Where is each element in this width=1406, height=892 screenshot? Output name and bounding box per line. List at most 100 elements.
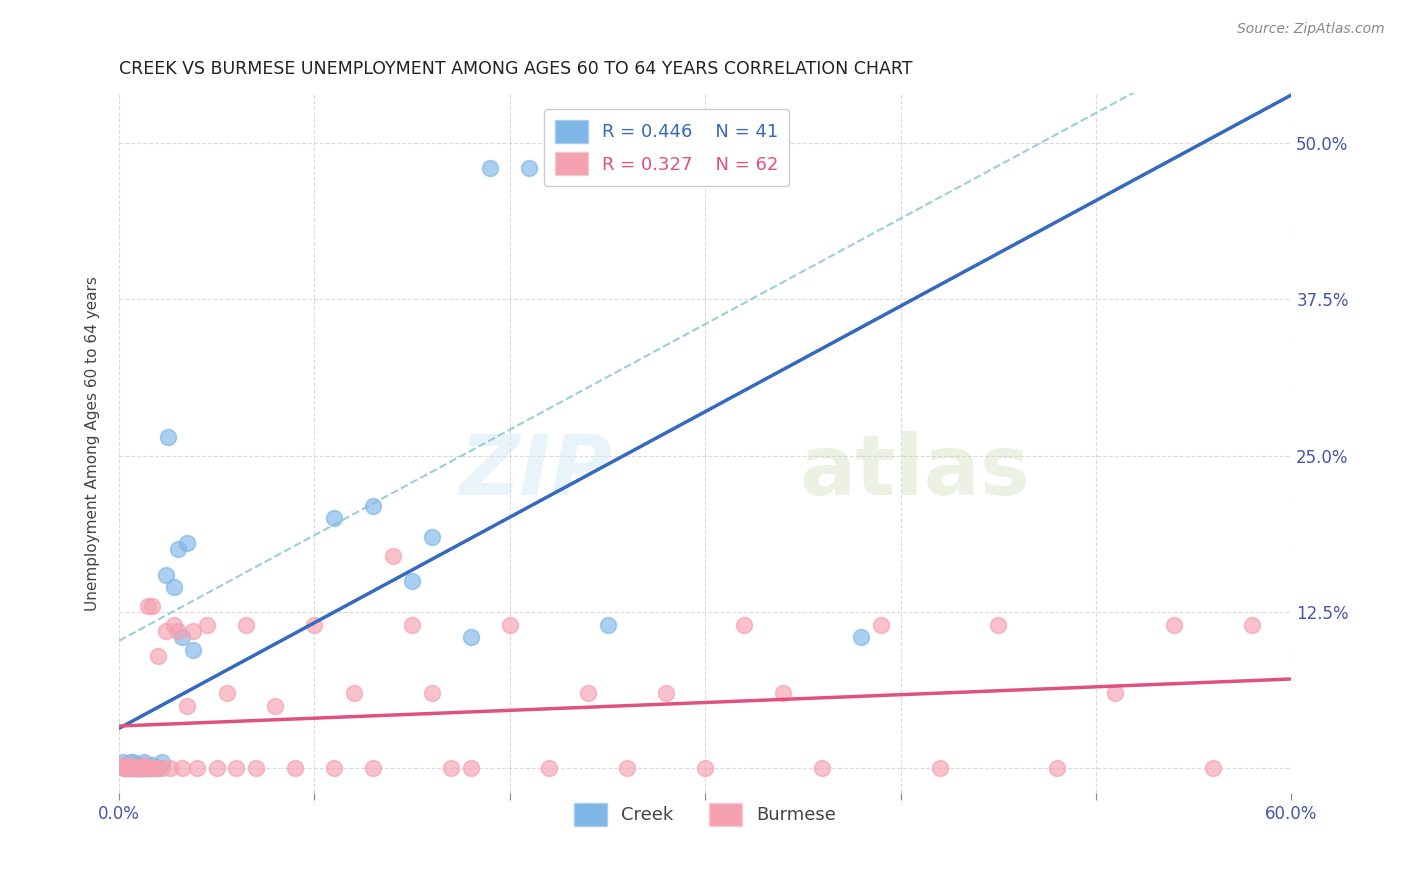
Point [987,617,1010,632]
Point [225,761,247,775]
Point [323,761,346,775]
Point [811,761,834,775]
Point [596,617,619,632]
Point [733,617,755,632]
Point [381,549,404,563]
Point [118,761,141,775]
Point [118,761,141,775]
Point [128,761,150,775]
Point [155,624,177,638]
Point [129,761,152,775]
Point [616,761,638,775]
Point [166,542,188,557]
Point [928,761,950,775]
Point [176,536,198,550]
Point [141,757,163,772]
Point [170,761,193,775]
Point [1163,617,1185,632]
Point [114,757,136,772]
Point [176,698,198,713]
Point [163,617,186,632]
Point [576,686,599,700]
Legend: Creek, Burmese: Creek, Burmese [567,796,844,833]
Point [120,757,142,772]
Point [134,757,156,772]
Text: CREEK VS BURMESE UNEMPLOYMENT AMONG AGES 60 TO 64 YEARS CORRELATION CHART: CREEK VS BURMESE UNEMPLOYMENT AMONG AGES… [120,60,912,78]
Point [155,567,177,582]
Point [118,757,141,772]
Point [129,761,152,775]
Point [170,630,193,644]
Point [114,757,136,772]
Point [139,761,162,775]
Point [1202,761,1225,775]
Point [361,761,384,775]
Point [460,761,482,775]
Point [150,755,173,769]
Point [135,761,157,775]
Point [124,761,146,775]
Point [166,624,188,638]
Point [115,761,138,775]
Point [479,161,502,175]
Point [181,642,204,657]
Point [460,630,482,644]
Point [114,761,136,775]
Point [1241,617,1264,632]
Point [323,511,346,525]
Point [159,761,181,775]
Point [128,761,150,775]
Point [139,761,162,775]
Point [124,759,146,773]
Point [215,686,238,700]
Point [125,761,148,775]
Point [143,761,166,775]
Text: atlas: atlas [799,431,1029,512]
Point [121,761,143,775]
Point [145,761,167,775]
Point [135,761,157,775]
Point [121,761,143,775]
Point [235,617,257,632]
Point [870,617,893,632]
Point [440,761,463,775]
Point [146,761,169,775]
Point [517,161,540,175]
Point [342,686,364,700]
Point [186,761,208,775]
Text: ZIP: ZIP [458,431,612,512]
Point [121,755,143,769]
Point [695,761,717,775]
Point [401,617,423,632]
Point [120,761,142,775]
Point [304,617,326,632]
Point [124,761,146,775]
Point [851,630,873,644]
Point [111,761,134,775]
Point [205,761,228,775]
Y-axis label: Unemployment Among Ages 60 to 64 years: Unemployment Among Ages 60 to 64 years [86,276,100,611]
Point [361,499,384,513]
Point [131,761,153,775]
Point [134,755,156,769]
Point [420,530,443,544]
Point [537,761,560,775]
Point [131,761,153,775]
Point [138,599,160,613]
Point [420,686,443,700]
Point [138,761,160,775]
Point [150,761,173,775]
Point [264,698,287,713]
Point [115,761,138,775]
Point [499,617,522,632]
Point [245,761,267,775]
Point [125,761,148,775]
Point [1046,761,1069,775]
Point [156,430,179,444]
Point [128,757,150,772]
Point [655,686,678,700]
Point [141,599,163,613]
Point [111,755,134,769]
Point [146,648,169,663]
Point [181,624,204,638]
